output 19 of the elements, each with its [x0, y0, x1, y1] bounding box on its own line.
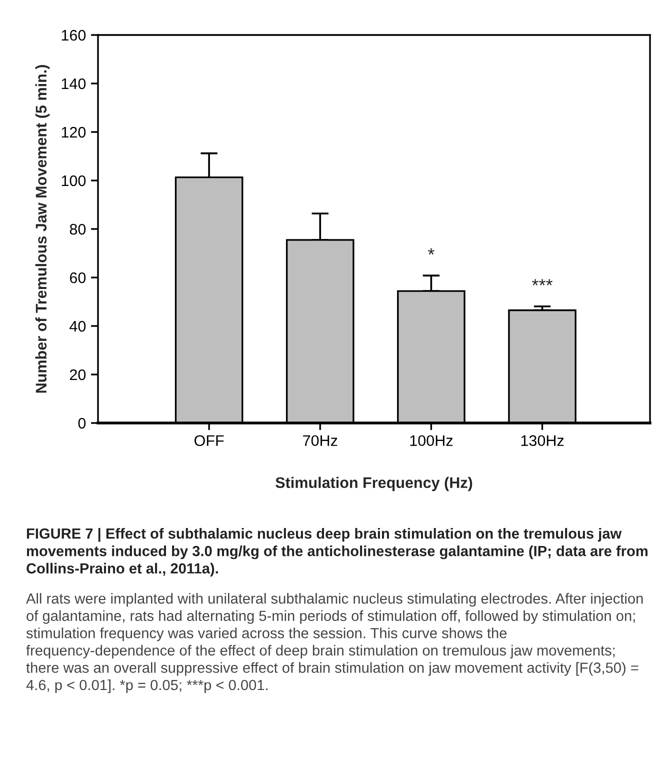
y-tick-label: 40 — [70, 320, 86, 332]
y-tick-label: 20 — [70, 369, 86, 380]
x-axis-title: Stimulation Frequency (Hz) — [276, 476, 472, 492]
x-tick-label: 130Hz — [521, 435, 564, 446]
y-tick-label: 0 — [78, 418, 86, 429]
x-tick-label: 70Hz — [303, 435, 338, 446]
y-tick-label: 60 — [70, 272, 86, 284]
x-tick-label: 100Hz — [410, 435, 453, 446]
y-tick-label: 140 — [62, 78, 86, 90]
y-tick-label: 120 — [62, 126, 86, 138]
y-tick-label: 160 — [62, 30, 86, 41]
caption: FIGURE 7 | Effect of subthalamic nucleus deep brain stimulation on the tremulous jaw movements induced by 3.0 mg/kg of the anticholinesterase galantamine (IP; data are from Collins-Praino et al., 2011a). — [26, 528, 648, 576]
text: All rats were implanted with unilateral subthalamic nucleus stimulating electrodes. After injection of galantamine, rats had alternating 5-min periods of stimulation off, followed by stimulation on; stimulation frequency was varied across the session. This curve shows the frequency-dependence of the effect of deep brain stimulation on tremulous jaw movements; there was an overall suppressive effect of brain stimulation on jaw movement activity [F(3,50) = 4.6, p < 0.01]. *p = 0.05; ***p < 0.001. — [26, 593, 643, 694]
y-tick-label: 80 — [70, 224, 86, 235]
y-axis-title: Number of Tremulous Jaw Movement (5 min.) — [35, 65, 50, 393]
x-tick-label: OFF — [194, 435, 224, 446]
data-label: *** — [532, 279, 553, 286]
data-label: * — [428, 248, 434, 255]
y-tick-label: 100 — [62, 175, 86, 186]
